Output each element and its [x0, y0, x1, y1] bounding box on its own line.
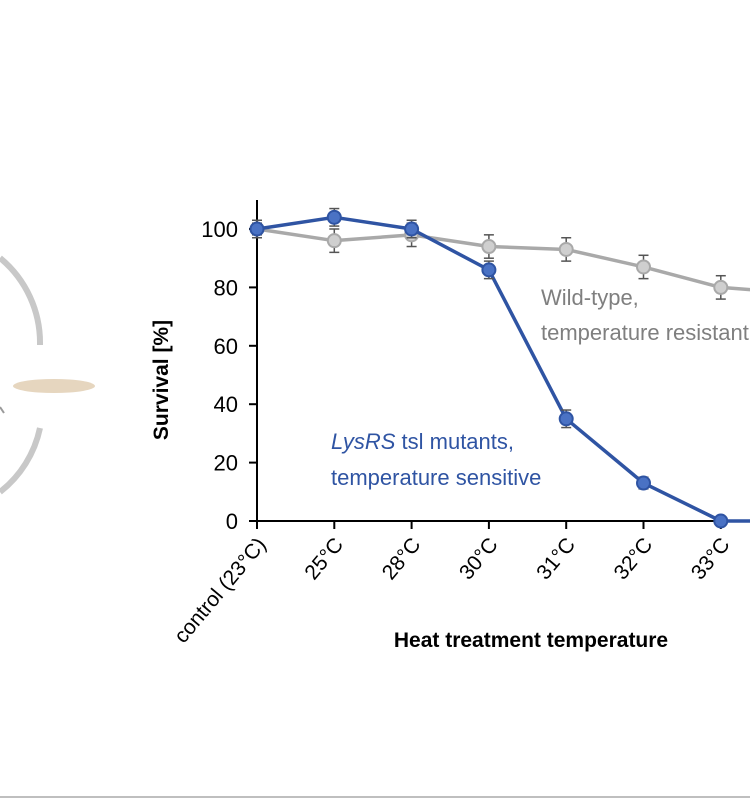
annotation-lysrs-line2: temperature sensitive: [331, 465, 541, 490]
series-line-lysrs: [256, 215, 750, 523]
series-line-wild_type: [256, 227, 750, 292]
data-point-wild_type: [481, 239, 497, 255]
data-point-lysrs: [326, 209, 342, 225]
x-axis-label: Heat treatment temperature: [394, 629, 668, 652]
data-point-lysrs: [558, 411, 574, 427]
x-tick-label: 25°C: [300, 533, 348, 584]
annotation-lysrs-gene: LysRS: [331, 429, 396, 454]
x-tick-label: control (23°C): [170, 533, 271, 647]
series-layer: [249, 207, 750, 529]
data-point-wild_type: [326, 233, 342, 249]
y-tick-label: 0: [226, 509, 238, 534]
data-point-lysrs: [713, 513, 729, 529]
data-point-wild_type: [636, 259, 651, 275]
annotation-lysrs-line1: LysRS tsl mutants,: [331, 429, 514, 454]
annotation-lysrs-rest: tsl mutants,: [395, 429, 514, 454]
x-tick-label: 28°C: [378, 533, 426, 584]
worm-icon: [13, 379, 95, 393]
data-point-lysrs: [636, 475, 651, 491]
annotation-wild-type-line1: Wild-type,: [541, 285, 639, 310]
data-point-lysrs: [481, 262, 497, 278]
data-point-lysrs: [404, 221, 420, 237]
y-tick-label: 40: [214, 392, 238, 417]
y-tick-label: 60: [214, 334, 238, 359]
y-tick-label: 20: [214, 451, 238, 476]
worm-illustration: [0, 255, 95, 495]
x-tick-label: 30°C: [455, 533, 503, 584]
annotation-wild-type: Wild-type, temperature resistant: [541, 285, 749, 345]
annotation-wild-type-line2: temperature resistant: [541, 320, 749, 345]
y-tick-label: 80: [214, 275, 238, 300]
series-lysrs: [249, 207, 750, 529]
data-point-wild_type: [558, 241, 574, 257]
x-tick-label: 33°C: [687, 533, 735, 584]
y-tick-label: 100: [201, 217, 238, 242]
circular-arrow-lower-arc: [0, 427, 43, 495]
data-point-lysrs: [249, 221, 265, 237]
x-tick-label: 31°C: [532, 533, 580, 584]
circular-arrow-stub: [0, 406, 5, 414]
annotation-lysrs: LysRS tsl mutants, temperature sensitive: [331, 429, 541, 490]
y-axis-label: Survival [%]: [150, 320, 173, 440]
data-point-wild_type: [713, 279, 729, 295]
circular-arrow-upper-arc: [0, 255, 44, 346]
y-ticks: 0 20 40 60 80 100: [201, 217, 257, 534]
axes: [256, 200, 750, 522]
x-tick-label: 32°C: [610, 533, 658, 584]
